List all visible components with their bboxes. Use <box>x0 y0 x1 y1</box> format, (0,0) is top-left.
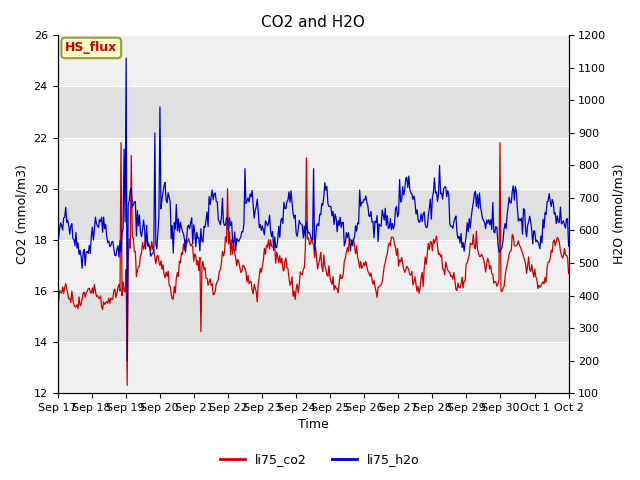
Bar <box>58 189 568 240</box>
Text: HS_flux: HS_flux <box>65 41 118 54</box>
X-axis label: Time: Time <box>298 419 328 432</box>
Legend: li75_co2, li75_h2o: li75_co2, li75_h2o <box>215 448 425 471</box>
Y-axis label: CO2 (mmol/m3): CO2 (mmol/m3) <box>15 164 28 264</box>
Bar <box>58 342 568 393</box>
Bar <box>58 86 568 138</box>
Title: CO2 and H2O: CO2 and H2O <box>261 15 365 30</box>
Bar <box>58 138 568 189</box>
Bar <box>58 240 568 291</box>
Bar <box>58 36 568 86</box>
Y-axis label: H2O (mmol/m3): H2O (mmol/m3) <box>612 164 625 264</box>
Bar <box>58 291 568 342</box>
